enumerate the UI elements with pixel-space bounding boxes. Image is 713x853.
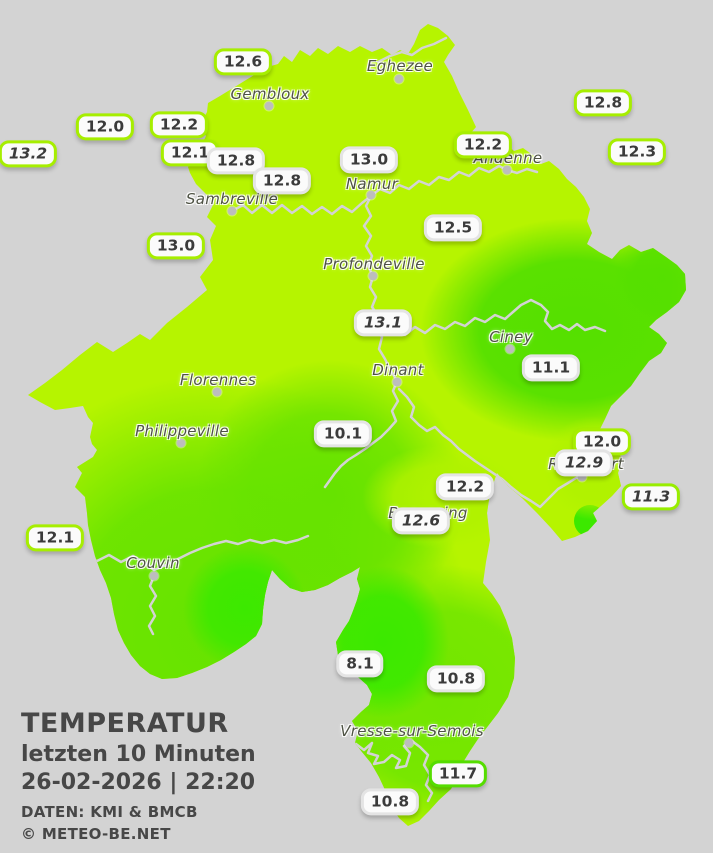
map-datetime: 26-02-2026 | 22:20 <box>21 770 256 795</box>
city-dot-icon <box>149 571 159 581</box>
city-label: Ciney <box>489 328 533 346</box>
temperature-badge: 8.1 <box>336 650 384 678</box>
river-eau-noire <box>147 574 158 636</box>
city-label: Gembloux <box>230 85 310 103</box>
river-sambre <box>230 194 373 216</box>
temperature-badge: 12.6 <box>391 507 451 535</box>
river-lesse <box>397 387 584 509</box>
city-label: Couvin <box>126 554 180 572</box>
city-label: Sambreville <box>185 190 279 208</box>
river-semois <box>354 739 434 803</box>
rivers <box>83 36 607 803</box>
title-block: TEMPERATUR letzten 10 Minuten 26-02-2026… <box>21 710 256 842</box>
temperature-badge: 12.9 <box>554 449 614 477</box>
data-source: DATEN: KMI & BMCB <box>21 803 198 821</box>
temperature-badge: 11.1 <box>521 354 581 382</box>
temperature-badge: 13.1 <box>353 309 413 337</box>
temperature-badge: 12.2 <box>453 131 513 159</box>
temperature-badge: 12.5 <box>423 214 483 242</box>
city-label: Vresse-sur-Semois <box>340 722 484 740</box>
temperature-badge: 12.8 <box>252 167 312 195</box>
city-dot-icon <box>368 271 378 281</box>
temperature-badge: 12.1 <box>25 524 85 552</box>
city-label: Namur <box>345 175 399 193</box>
temperature-badge: 12.2 <box>435 473 495 501</box>
temperature-badge: 12.3 <box>607 138 667 166</box>
city-label: Eghezee <box>366 57 434 75</box>
temperature-badge: 12.8 <box>573 89 633 117</box>
river-viroin <box>83 534 310 572</box>
city-dot-icon <box>392 377 402 387</box>
city-dot-icon <box>404 738 414 748</box>
city-label: Profondeville <box>323 255 425 273</box>
map-title: TEMPERATUR <box>21 708 229 739</box>
city-dot-icon <box>227 206 237 216</box>
temperature-badge: 13.2 <box>0 140 58 168</box>
city-dot-icon <box>505 344 515 354</box>
copyright: © METEO-BE.NET <box>21 825 171 843</box>
temperature-badge: 11.7 <box>428 760 488 788</box>
river-meuse-south <box>323 194 400 489</box>
temperature-badge: 10.1 <box>313 420 373 448</box>
temperature-badge: 12.0 <box>75 113 135 141</box>
city-label: Philippeville <box>135 422 229 440</box>
river-mehaigne <box>376 36 448 64</box>
temperature-badge: 10.8 <box>360 788 420 816</box>
city-dot-icon <box>577 472 587 482</box>
city-label: Florennes <box>179 371 257 389</box>
temperature-badge: 10.8 <box>426 665 486 693</box>
city-dot-icon <box>212 387 222 397</box>
temperature-badge: 13.0 <box>146 232 206 260</box>
river-bocq <box>383 298 607 337</box>
temperature-badge: 13.0 <box>339 146 399 174</box>
temperature-badge: 12.2 <box>149 111 209 139</box>
city-dot-icon <box>176 438 186 448</box>
temperature-badge: 11.3 <box>621 483 681 511</box>
city-dot-icon <box>264 101 274 111</box>
map-subtitle: letzten 10 Minuten <box>21 742 256 767</box>
city-dot-icon <box>394 74 404 84</box>
temperature-badge: 12.6 <box>213 48 273 76</box>
city-dot-icon <box>502 165 512 175</box>
city-dot-icon <box>366 190 376 200</box>
city-label: Dinant <box>372 361 424 379</box>
